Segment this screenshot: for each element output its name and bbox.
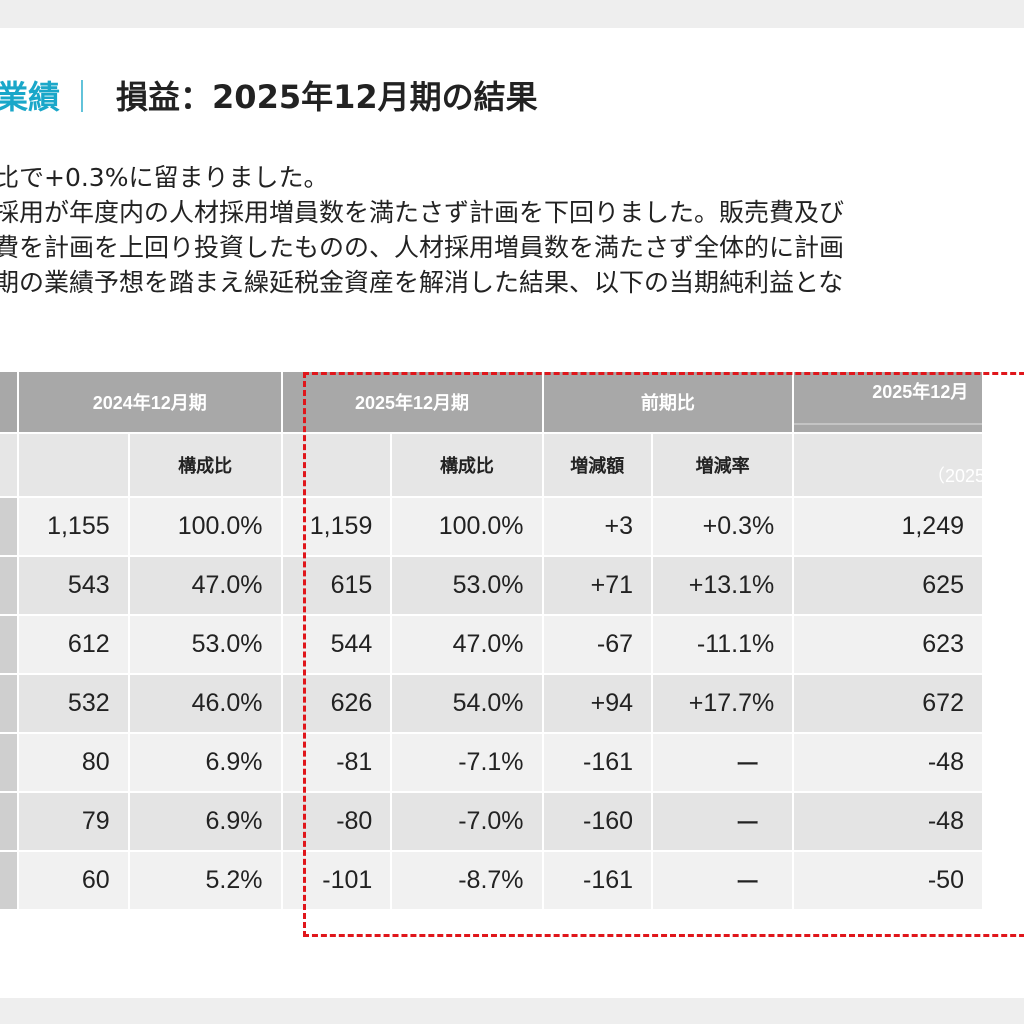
cell-change-amount: +94 [541, 673, 654, 734]
cell-change-amount: +71 [541, 555, 654, 616]
title-separator: ｜ [66, 78, 99, 116]
row-label-cell [0, 673, 19, 734]
cell-value-2025: 544 [280, 614, 393, 675]
title-section-label: 業績 [0, 78, 61, 116]
cell-ratio-2024: 100.0% [127, 496, 283, 557]
cell-value-2025: 1,159 [280, 496, 393, 557]
cell-ratio-2025: 54.0% [390, 673, 544, 734]
description-line: 比で+0.3%に留まりました。 [0, 163, 329, 192]
cell-change-rate: +0.3% [651, 496, 795, 557]
header-plan: 2025年12月 [792, 370, 984, 434]
header-yoy: 前期比 [541, 370, 795, 434]
cell-ratio-2025: 47.0% [390, 614, 544, 675]
cell-change-rate: ー [651, 850, 795, 911]
row-label-cell [0, 555, 19, 616]
slide-title: 業績｜ 損益：2025年12月期の結果 [0, 72, 538, 118]
cell-change-rate: ー [651, 732, 795, 793]
header-plan-divider [795, 423, 982, 425]
cell-value-2024: 1,155 [16, 496, 130, 557]
cell-value-2024: 543 [16, 555, 130, 616]
subheader-plan [792, 432, 984, 498]
cell-value-2025: 615 [280, 555, 393, 616]
cell-ratio-2024: 5.2% [127, 850, 283, 911]
cell-change-amount: -161 [541, 850, 654, 911]
subheader-ratio-2025: 構成比 [390, 432, 544, 498]
cell-change-amount: -160 [541, 791, 654, 852]
cell-plan: -48 [792, 791, 984, 852]
table-row: 543 47.0% 615 53.0% +71 +13.1% 625 [0, 555, 984, 616]
cell-value-2024: 612 [16, 614, 130, 675]
cell-ratio-2025: -8.7% [390, 850, 544, 911]
description-line: 採用が年度内の人材採用増員数を満たさず計画を下回りました。販売費及び [0, 198, 845, 227]
table-row: 1,155 100.0% 1,159 100.0% +3 +0.3% 1,249 [0, 496, 984, 557]
cell-plan: 623 [792, 614, 984, 675]
cell-plan: -50 [792, 850, 984, 911]
row-label-cell [0, 850, 19, 911]
table-row: 612 53.0% 544 47.0% -67 -11.1% 623 [0, 614, 984, 675]
table-row: 79 6.9% -80 -7.0% -160 ー -48 [0, 791, 984, 852]
cell-value-2024: 532 [16, 673, 130, 734]
subheader-ratio-2024: 構成比 [127, 432, 283, 498]
subheader-blank [280, 432, 393, 498]
header-row-2: 構成比 構成比 増減額 増減率 [0, 432, 984, 498]
page-title: 損益：2025年12月期の結果 [116, 78, 538, 116]
cell-plan: 1,249 [792, 496, 984, 557]
subheader-label-cell [0, 432, 19, 498]
cell-ratio-2024: 53.0% [127, 614, 283, 675]
cell-value-2025: -81 [280, 732, 393, 793]
subheader-change-amount: 増減額 [541, 432, 654, 498]
subheader-blank [16, 432, 130, 498]
cell-change-amount: -161 [541, 732, 654, 793]
cell-ratio-2024: 47.0% [127, 555, 283, 616]
cell-plan: -48 [792, 732, 984, 793]
cell-ratio-2025: 100.0% [390, 496, 544, 557]
cell-value-2025: 626 [280, 673, 393, 734]
cell-ratio-2025: -7.0% [390, 791, 544, 852]
table-row: 532 46.0% 626 54.0% +94 +17.7% 672 [0, 673, 984, 734]
cell-value-2024: 80 [16, 732, 130, 793]
table-row: 80 6.9% -81 -7.1% -161 ー -48 [0, 732, 984, 793]
cell-value-2025: -80 [280, 791, 393, 852]
subheader-change-rate: 増減率 [651, 432, 795, 498]
header-fy2025: 2025年12月期 [280, 370, 544, 434]
table-row: 60 5.2% -101 -8.7% -161 ー -50 [0, 850, 984, 911]
header-label-cell [0, 370, 19, 434]
cell-value-2025: -101 [280, 850, 393, 911]
row-label-cell [0, 791, 19, 852]
description-text: 比で+0.3%に留まりました。 採用が年度内の人材採用増員数を満たさず計画を下回… [0, 160, 844, 300]
cell-change-rate: +17.7% [651, 673, 795, 734]
cell-value-2024: 79 [16, 791, 130, 852]
cell-ratio-2025: 53.0% [390, 555, 544, 616]
row-label-cell [0, 732, 19, 793]
row-label-cell [0, 614, 19, 675]
cell-change-rate: +13.1% [651, 555, 795, 616]
cell-plan: 672 [792, 673, 984, 734]
header-row-1: 2024年12月期 2025年12月期 前期比 2025年12月 [0, 370, 984, 434]
cell-value-2024: 60 [16, 850, 130, 911]
description-line: 期の業績予想を踏まえ繰延税金資産を解消した結果、以下の当期純利益とな [0, 268, 844, 297]
header-fy2024: 2024年12月期 [16, 370, 283, 434]
cell-ratio-2024: 6.9% [127, 791, 283, 852]
row-label-cell [0, 496, 19, 557]
pl-results-table: 2024年12月期 2025年12月期 前期比 2025年12月 構成比 構成比… [0, 370, 984, 911]
cell-plan: 625 [792, 555, 984, 616]
cell-change-amount: -67 [541, 614, 654, 675]
header-plan-sub: （2025年2 [927, 466, 1014, 486]
description-line: 費を計画を上回り投資したものの、人材採用増員数を満たさず全体的に計画 [0, 233, 845, 262]
cell-change-rate: ー [651, 791, 795, 852]
header-plan-label: 2025年12月 [872, 382, 969, 402]
cell-ratio-2025: -7.1% [390, 732, 544, 793]
cell-change-rate: -11.1% [651, 614, 795, 675]
cell-ratio-2024: 6.9% [127, 732, 283, 793]
cell-ratio-2024: 46.0% [127, 673, 283, 734]
cell-change-amount: +3 [541, 496, 654, 557]
